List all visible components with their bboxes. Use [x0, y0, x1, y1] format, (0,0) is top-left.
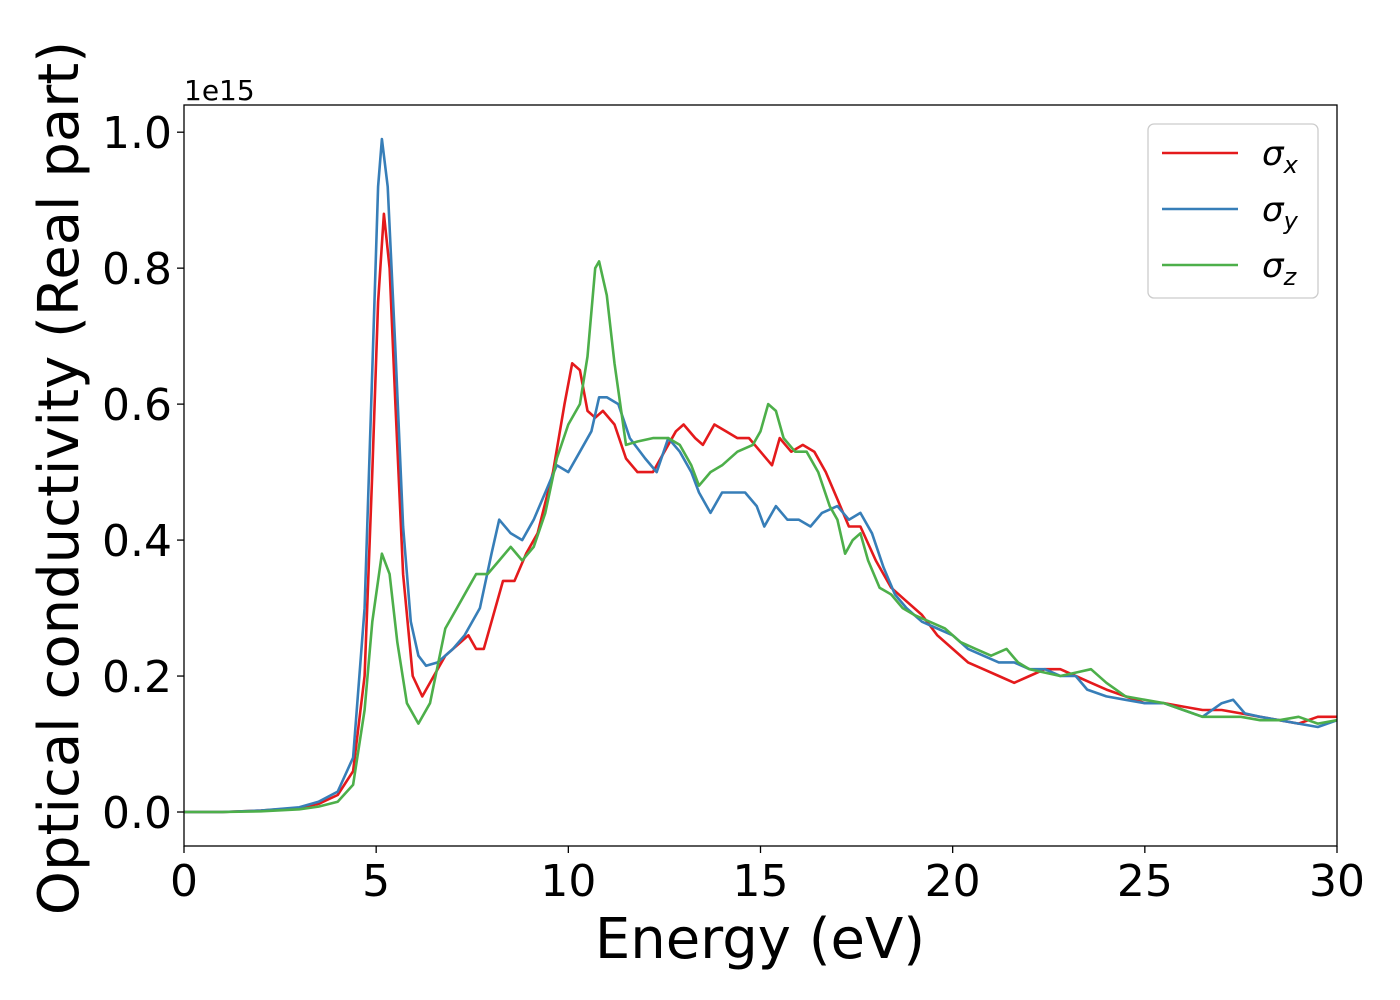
x-tick-label: 10 [540, 856, 596, 907]
y-offset-text: 1e15 [184, 74, 255, 107]
series-layer [184, 137, 1337, 814]
y-tick-label: 1.0 [102, 108, 172, 159]
x-tick-label: 25 [1117, 856, 1173, 907]
y-axis-label: Optical conductivity (Real part) [27, 41, 92, 915]
y-tick-label: 0.4 [102, 516, 172, 567]
x-tick-label: 15 [733, 856, 789, 907]
x-tick-label: 5 [362, 856, 390, 907]
x-tick-label: 30 [1309, 856, 1365, 907]
series-line-z [184, 260, 1337, 814]
x-axis-ticks: 0 5 10 15 20 25 30 [170, 846, 1365, 907]
legend-box [1147, 123, 1319, 299]
x-tick-label: 0 [170, 856, 198, 907]
y-axis-ticks: 0.0 0.2 0.4 0.6 0.8 1.0 [102, 108, 184, 839]
y-tick-label: 0.8 [102, 244, 172, 295]
x-axis-label: Energy (eV) [595, 907, 925, 972]
y-tick-label: 0.6 [102, 380, 172, 431]
y-tick-label: 0.0 [102, 788, 172, 839]
y-tick-label: 0.2 [102, 652, 172, 703]
x-tick-label: 20 [925, 856, 981, 907]
series-line-y [184, 137, 1337, 814]
